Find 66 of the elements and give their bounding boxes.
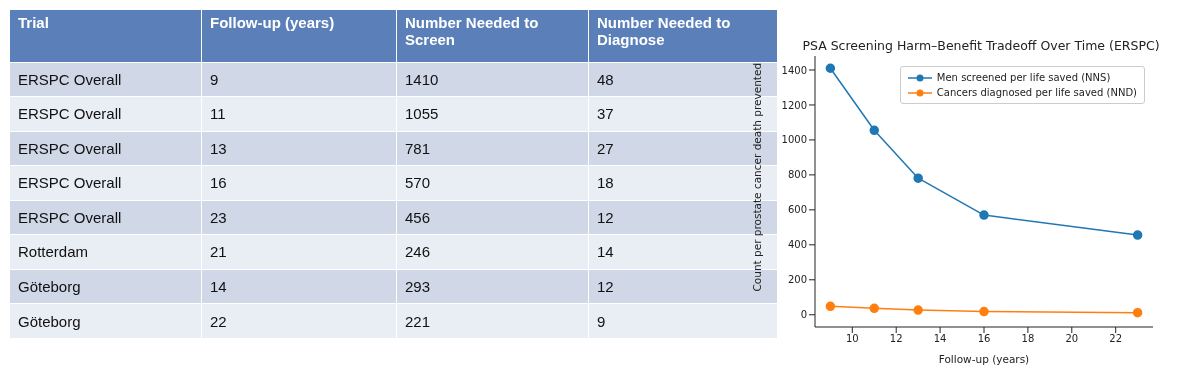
text: 9	[597, 312, 606, 330]
y-tick-label: 400	[787, 239, 807, 251]
text: 456	[405, 208, 431, 226]
text: 21	[210, 243, 227, 261]
text: Göteborg	[18, 312, 81, 330]
text: ERSPC Overall	[18, 139, 122, 157]
text: Rotterdam	[18, 243, 89, 261]
text: ERSPC Overall	[18, 105, 122, 123]
x-tick-label: 16	[977, 333, 991, 345]
text: 23	[210, 208, 227, 226]
text: 246	[405, 243, 431, 261]
point	[869, 303, 880, 314]
x-tick-label: 10	[845, 333, 859, 345]
text: 12	[597, 277, 614, 295]
x-tick-label: 12	[889, 333, 903, 345]
text: ERSPC Overall	[18, 174, 122, 192]
text: 570	[405, 174, 431, 192]
text: 293	[405, 277, 431, 295]
text: 11	[210, 105, 226, 123]
y-tick-label: 1000	[781, 134, 807, 146]
category-label: Trial	[10, 10, 202, 62]
y-tick-label: 1400	[781, 64, 807, 76]
text: 14	[210, 277, 227, 295]
category-label: Number Needed to Screen	[396, 10, 589, 62]
text: 781	[405, 139, 431, 157]
y-tick-label: 600	[787, 204, 807, 216]
point	[913, 173, 923, 183]
text: 22	[210, 312, 227, 330]
point	[979, 306, 989, 317]
legend-label: Men screened per life saved (NNS)	[936, 71, 1111, 85]
text: ERSPC Overall	[18, 208, 122, 226]
y-axis-title: Count per prostate cancer death prevented	[750, 62, 763, 292]
text: 37	[597, 105, 614, 123]
x-tick-label: 20	[1065, 333, 1079, 345]
text: ERSPC Overall	[18, 70, 122, 88]
x-tick-label: 18	[1021, 333, 1035, 345]
chart-title: PSA Screening Harm–Benefit Tradeoff Over Time (ERSPC)	[801, 38, 1161, 53]
point	[913, 305, 923, 315]
text: 13	[210, 139, 227, 157]
category-label: Follow-up (years)	[201, 10, 397, 62]
text: Göteborg	[18, 277, 81, 295]
legend-label: Cancers diagnosed per life saved (NND)	[936, 86, 1137, 100]
point	[1132, 230, 1143, 240]
text: 16	[210, 174, 227, 192]
point	[979, 210, 989, 220]
point	[825, 301, 836, 312]
y-tick-label: 800	[787, 169, 807, 181]
point	[869, 125, 880, 136]
point	[825, 63, 836, 73]
y-tick-label: 1200	[781, 99, 807, 111]
text: 14	[597, 243, 614, 261]
text: 1055	[405, 105, 439, 123]
text: 48	[597, 70, 614, 88]
y-tick-label: 0	[800, 309, 807, 321]
text: 9	[210, 70, 219, 88]
y-tick-label: 200	[787, 274, 807, 286]
text: 221	[405, 312, 431, 330]
text: 1410	[405, 70, 439, 88]
x-tick-label: 14	[933, 333, 947, 345]
point	[1132, 307, 1143, 318]
x-axis-title: Follow-up (years)	[938, 353, 1030, 365]
x-tick-label: 22	[1109, 333, 1123, 345]
category-label: Number Needed to Diagnose	[588, 10, 778, 62]
text: 12	[597, 208, 614, 226]
text: 27	[597, 139, 614, 157]
text: 18	[597, 174, 614, 192]
